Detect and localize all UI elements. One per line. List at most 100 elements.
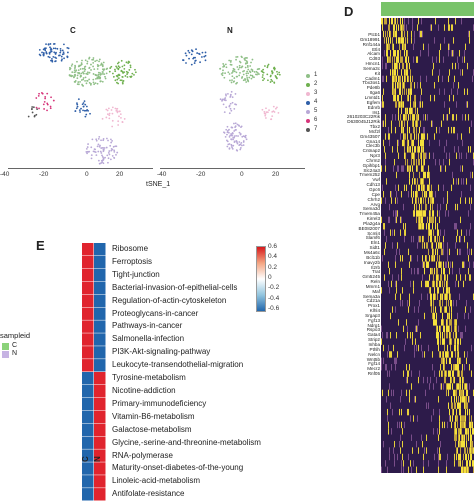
heatmap-cell — [451, 351, 452, 358]
heatmap-cell — [466, 357, 467, 365]
heatmap-cell — [464, 235, 465, 243]
heatmap-cell — [440, 351, 441, 358]
tsne-point — [68, 74, 71, 76]
heatmap-cell — [455, 62, 456, 70]
heatmap-cell — [452, 402, 453, 409]
heatmap-cell — [464, 351, 465, 358]
heatmap-cell — [403, 325, 404, 333]
tsne-point — [33, 114, 36, 117]
heatmap-cell — [423, 223, 424, 230]
tsne-point — [238, 125, 241, 127]
tsne-point — [240, 144, 243, 147]
heatmap-cell — [444, 364, 445, 371]
tsne-point — [96, 145, 99, 148]
heatmap-cell — [440, 383, 441, 390]
heatmap-cell — [424, 447, 425, 454]
tsne-point — [227, 131, 230, 134]
heatmap-cell — [381, 216, 382, 224]
tsne-point — [120, 79, 123, 82]
heatmap-cell — [383, 440, 384, 448]
heatmap-cell — [456, 389, 457, 397]
heatmap-cell — [429, 184, 430, 192]
tsne-point — [271, 115, 274, 118]
heatmap-cell — [421, 197, 422, 204]
heatmap-cell — [381, 466, 382, 473]
heatmap-cell — [416, 325, 417, 333]
heatmap-cell — [458, 453, 459, 461]
heatmap-cell — [462, 396, 463, 403]
heatmap-gene-label: Rspo3 — [366, 327, 380, 333]
heatmap-cell — [430, 24, 431, 31]
tsne-point — [42, 103, 45, 106]
tsne-point — [232, 138, 234, 141]
heatmap-cell — [392, 37, 393, 44]
heatmap-cell — [447, 191, 448, 198]
heatmap-cell — [396, 280, 397, 288]
heatmap-cell — [426, 255, 427, 262]
heatmap-cell — [417, 120, 418, 127]
heatmap-cell — [431, 24, 432, 31]
tsne-point — [227, 129, 229, 132]
colorbar-tick: 0.4 — [268, 253, 278, 261]
heatmap-cell — [462, 460, 463, 467]
heatmap-cell — [398, 37, 399, 44]
tsne-point — [78, 64, 81, 67]
heatmap-cell — [436, 261, 437, 268]
tsne-point — [230, 143, 233, 146]
heatmap-cell — [440, 338, 441, 345]
tsne-point — [102, 147, 105, 149]
heatmap-cell — [467, 408, 468, 416]
tsne-point — [93, 150, 96, 153]
heatmap-cell — [428, 344, 429, 352]
heatmap-cell — [394, 24, 395, 31]
tsne-point — [245, 72, 248, 75]
heatmap-cell — [392, 62, 393, 70]
heatmap-cell — [448, 50, 449, 57]
heatmap-cell — [389, 203, 390, 211]
heatmap-cell — [428, 261, 429, 268]
heatmap-cell — [463, 415, 464, 422]
tsne-point — [242, 140, 245, 142]
heatmap-cell — [464, 56, 465, 63]
heatmap-cell — [428, 171, 429, 179]
tsne-point — [238, 66, 241, 69]
heatmap-cell — [420, 139, 421, 147]
heatmap-cell — [401, 421, 402, 429]
tsne-point — [101, 161, 104, 164]
heatmap-cell — [466, 460, 467, 467]
tsne-point — [68, 68, 71, 71]
heatmap-cell — [387, 415, 388, 422]
heatmap-cell — [404, 18, 405, 25]
heatmap-cell — [462, 332, 463, 339]
heatmap-cell — [456, 383, 457, 390]
heatmap-cell — [382, 24, 383, 31]
tsne-point — [229, 102, 232, 105]
tsne-point — [230, 59, 232, 62]
tsne-point — [52, 99, 55, 102]
heatmap-cell — [458, 325, 459, 333]
heatmap-gene-label: Mcf2l — [369, 128, 380, 134]
tsne-point — [73, 76, 75, 79]
tsne-point — [68, 66, 71, 69]
heatmap-cell — [404, 229, 405, 236]
heatmap-cell — [457, 133, 458, 140]
tsne-point — [115, 145, 118, 148]
heatmap-cell — [394, 460, 395, 467]
heatmap-cell — [454, 126, 455, 134]
heatmap-cell — [418, 18, 419, 25]
heatmap-cell — [401, 107, 402, 115]
heatmap-cell — [435, 306, 436, 313]
heatmap-cell — [453, 178, 454, 185]
tsne-point — [92, 57, 95, 59]
heatmap-cell — [401, 460, 402, 467]
heatmap-cell — [450, 261, 451, 268]
tsne-point — [80, 79, 83, 81]
heatmap-cell — [445, 210, 446, 217]
heatmap-cell — [408, 146, 409, 153]
tsne-point — [81, 83, 83, 86]
heatmap-cell — [409, 299, 410, 307]
tsne-point — [134, 68, 136, 71]
heatmap-cell — [397, 94, 398, 102]
heatmap-cell — [434, 453, 435, 461]
